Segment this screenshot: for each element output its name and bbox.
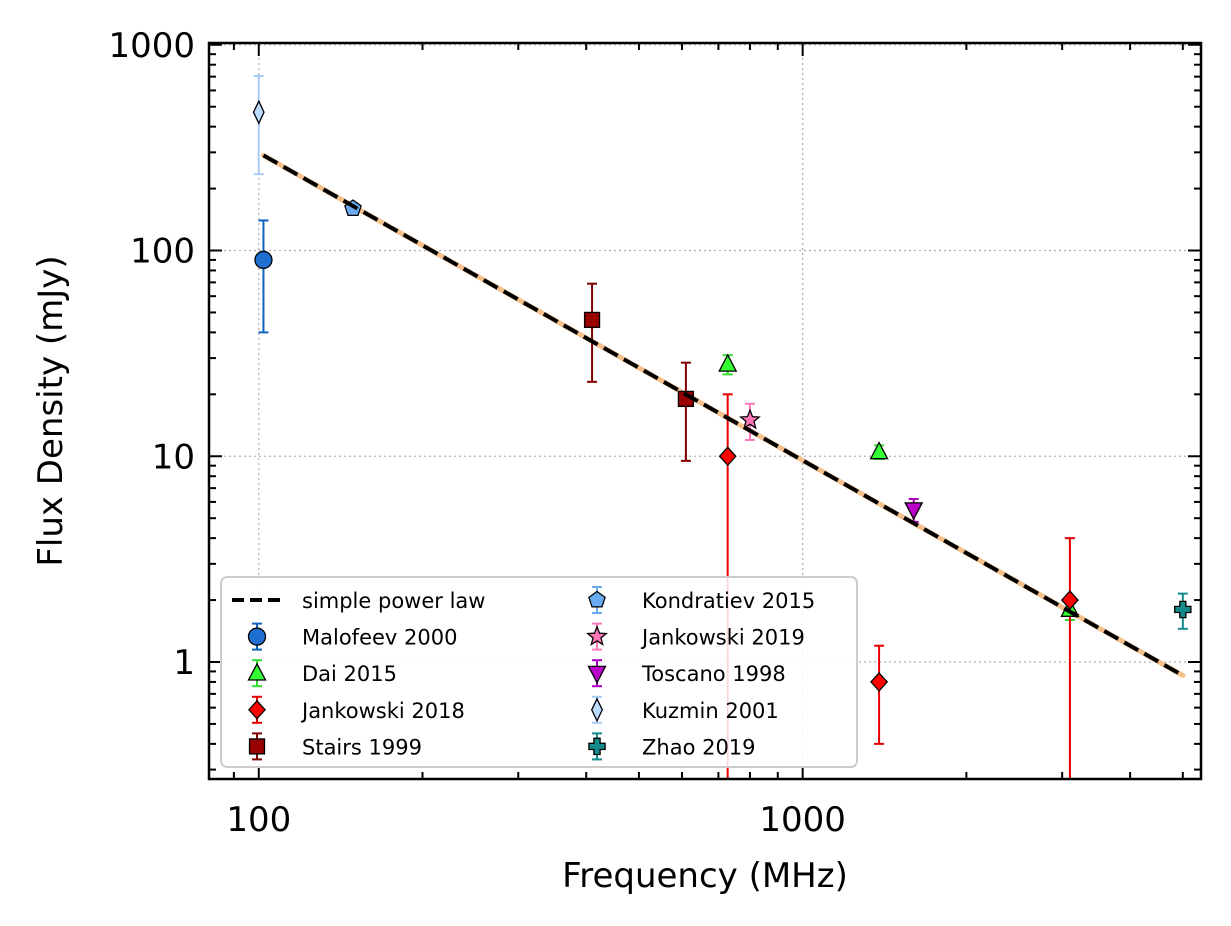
legend-marker — [248, 699, 266, 720]
data-point — [254, 250, 273, 270]
data-point — [869, 441, 889, 460]
data-point — [252, 99, 265, 125]
legend-marker — [247, 627, 267, 646]
y-tick-label: 1 — [173, 643, 195, 683]
error-bar — [253, 75, 264, 176]
error-bar — [258, 219, 269, 334]
legend-marker — [587, 665, 607, 684]
y-axis-label: Flux Density (mJy) — [31, 255, 71, 566]
data-point — [739, 408, 761, 430]
x-tick-label: 1000 — [759, 800, 846, 840]
legend-label: Jankowski 2018 — [300, 699, 465, 723]
legend-label: Stairs 1999 — [302, 735, 422, 759]
legend-marker — [590, 697, 604, 723]
legend-label: Jankowski 2019 — [640, 626, 805, 650]
tick-labels: 100 1000 1 10 100 1000 — [108, 26, 845, 840]
legend-entry: Malofeev 2000 — [247, 622, 457, 651]
legend-label: Dai 2015 — [302, 662, 397, 686]
legend-label: Kondratiev 2015 — [642, 589, 815, 613]
data-point — [904, 502, 924, 521]
legend-label: Kuzmin 2001 — [642, 699, 779, 723]
legend-entry: Kondratiev 2015 — [588, 586, 815, 614]
data-point — [718, 353, 738, 372]
legend-marker — [588, 590, 606, 608]
legend-label: Zhao 2019 — [642, 735, 756, 759]
legend-entry: Toscano 1998 — [587, 659, 786, 688]
data-point — [1174, 600, 1192, 619]
legend-marker — [247, 662, 267, 681]
data-point — [583, 311, 601, 329]
legend-label: simple power law — [302, 589, 485, 613]
y-tick-label: 10 — [152, 437, 195, 477]
y-tick-label: 100 — [130, 232, 195, 272]
legend-entry: Jankowski 2018 — [248, 695, 465, 724]
legend: simple power law Malofeev 2000 Dai 2015 Jan… — [220, 576, 858, 768]
error-bar — [874, 644, 885, 745]
data-point — [870, 672, 889, 692]
plot-frame — [207, 41, 1203, 781]
power-law-fit — [262, 153, 1184, 678]
data-markers — [252, 99, 1192, 692]
x-axis-label: Frequency (MHz) — [562, 856, 848, 896]
data-point — [1060, 590, 1079, 610]
legend-entry: Kuzmin 2001 — [590, 695, 779, 724]
error-bar — [1064, 537, 1075, 779]
error-bar — [680, 361, 691, 462]
legend-entry: simple power law — [232, 589, 485, 613]
legend-entry: Zhao 2019 — [588, 732, 756, 761]
legend-entry: Jankowski 2019 — [585, 622, 805, 651]
legend-marker — [588, 737, 606, 756]
legend-marker — [585, 625, 609, 646]
legend-entry: Dai 2015 — [247, 659, 397, 688]
legend-marker — [248, 738, 266, 755]
power-law-line — [262, 153, 1184, 678]
x-tick-label: 100 — [226, 800, 291, 840]
error-bar — [587, 282, 598, 383]
y-tick-label: 1000 — [108, 26, 195, 66]
legend-label: Malofeev 2000 — [302, 626, 457, 650]
legend-label: Toscano 1998 — [641, 662, 786, 686]
data-point — [718, 446, 737, 467]
legend-entry: Stairs 1999 — [248, 732, 422, 761]
legend-box — [220, 576, 858, 768]
